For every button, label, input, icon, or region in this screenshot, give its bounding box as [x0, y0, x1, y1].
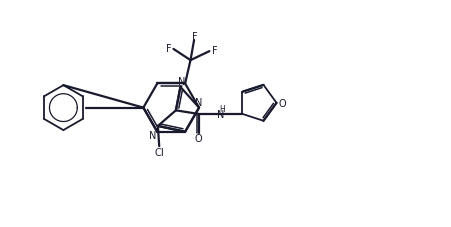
Text: N: N: [149, 131, 156, 141]
Text: H: H: [219, 105, 225, 114]
Text: O: O: [194, 133, 202, 143]
Text: Cl: Cl: [154, 147, 164, 157]
Text: N: N: [195, 97, 202, 107]
Text: O: O: [278, 98, 286, 108]
Text: F: F: [191, 32, 197, 42]
Text: F: F: [166, 43, 171, 53]
Text: F: F: [211, 46, 216, 56]
Text: N: N: [178, 77, 185, 87]
Text: N: N: [216, 109, 224, 119]
